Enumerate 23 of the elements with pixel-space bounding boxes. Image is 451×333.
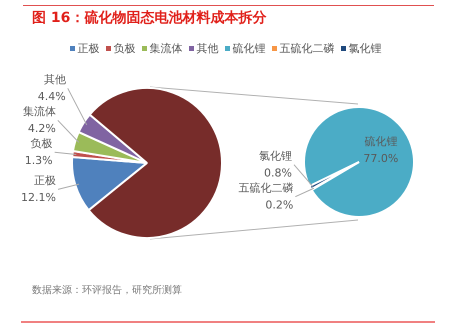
legend-label: 氯化锂 (348, 42, 382, 55)
data-label: 4.2% (28, 122, 56, 136)
legend-label: 正极 (76, 42, 100, 55)
source-note: 数据来源：环评报告，研究所测算 (32, 284, 183, 298)
slice-label: 五硫化二磷 (238, 182, 294, 195)
legend-label: 其他 (196, 42, 218, 55)
data-label: 4.4% (38, 90, 66, 104)
legend-label: 负极 (112, 42, 136, 55)
data-label: 0.2% (265, 198, 294, 212)
legend-label: 五硫化二磷 (278, 42, 334, 55)
chart-title: 图 16：硫化物固态电池材料成本拆分 (32, 9, 266, 27)
slice-label: 正极 (34, 174, 56, 188)
legend-label: 硫化锂 (232, 42, 266, 55)
slice-label: 氯化锂 (258, 150, 292, 163)
data-label: 77.0% (363, 152, 398, 166)
slice-label: 负极 (30, 137, 53, 150)
data-label: 1.3% (24, 154, 53, 168)
slice-label: 其他 (44, 73, 66, 86)
data-label: 12.1% (21, 191, 56, 204)
slice-label: 硫化锂 (364, 135, 398, 148)
data-label: 0.8% (264, 166, 292, 180)
slice-label: 集流体 (22, 105, 56, 118)
legend-label: 集流体 (148, 42, 182, 55)
